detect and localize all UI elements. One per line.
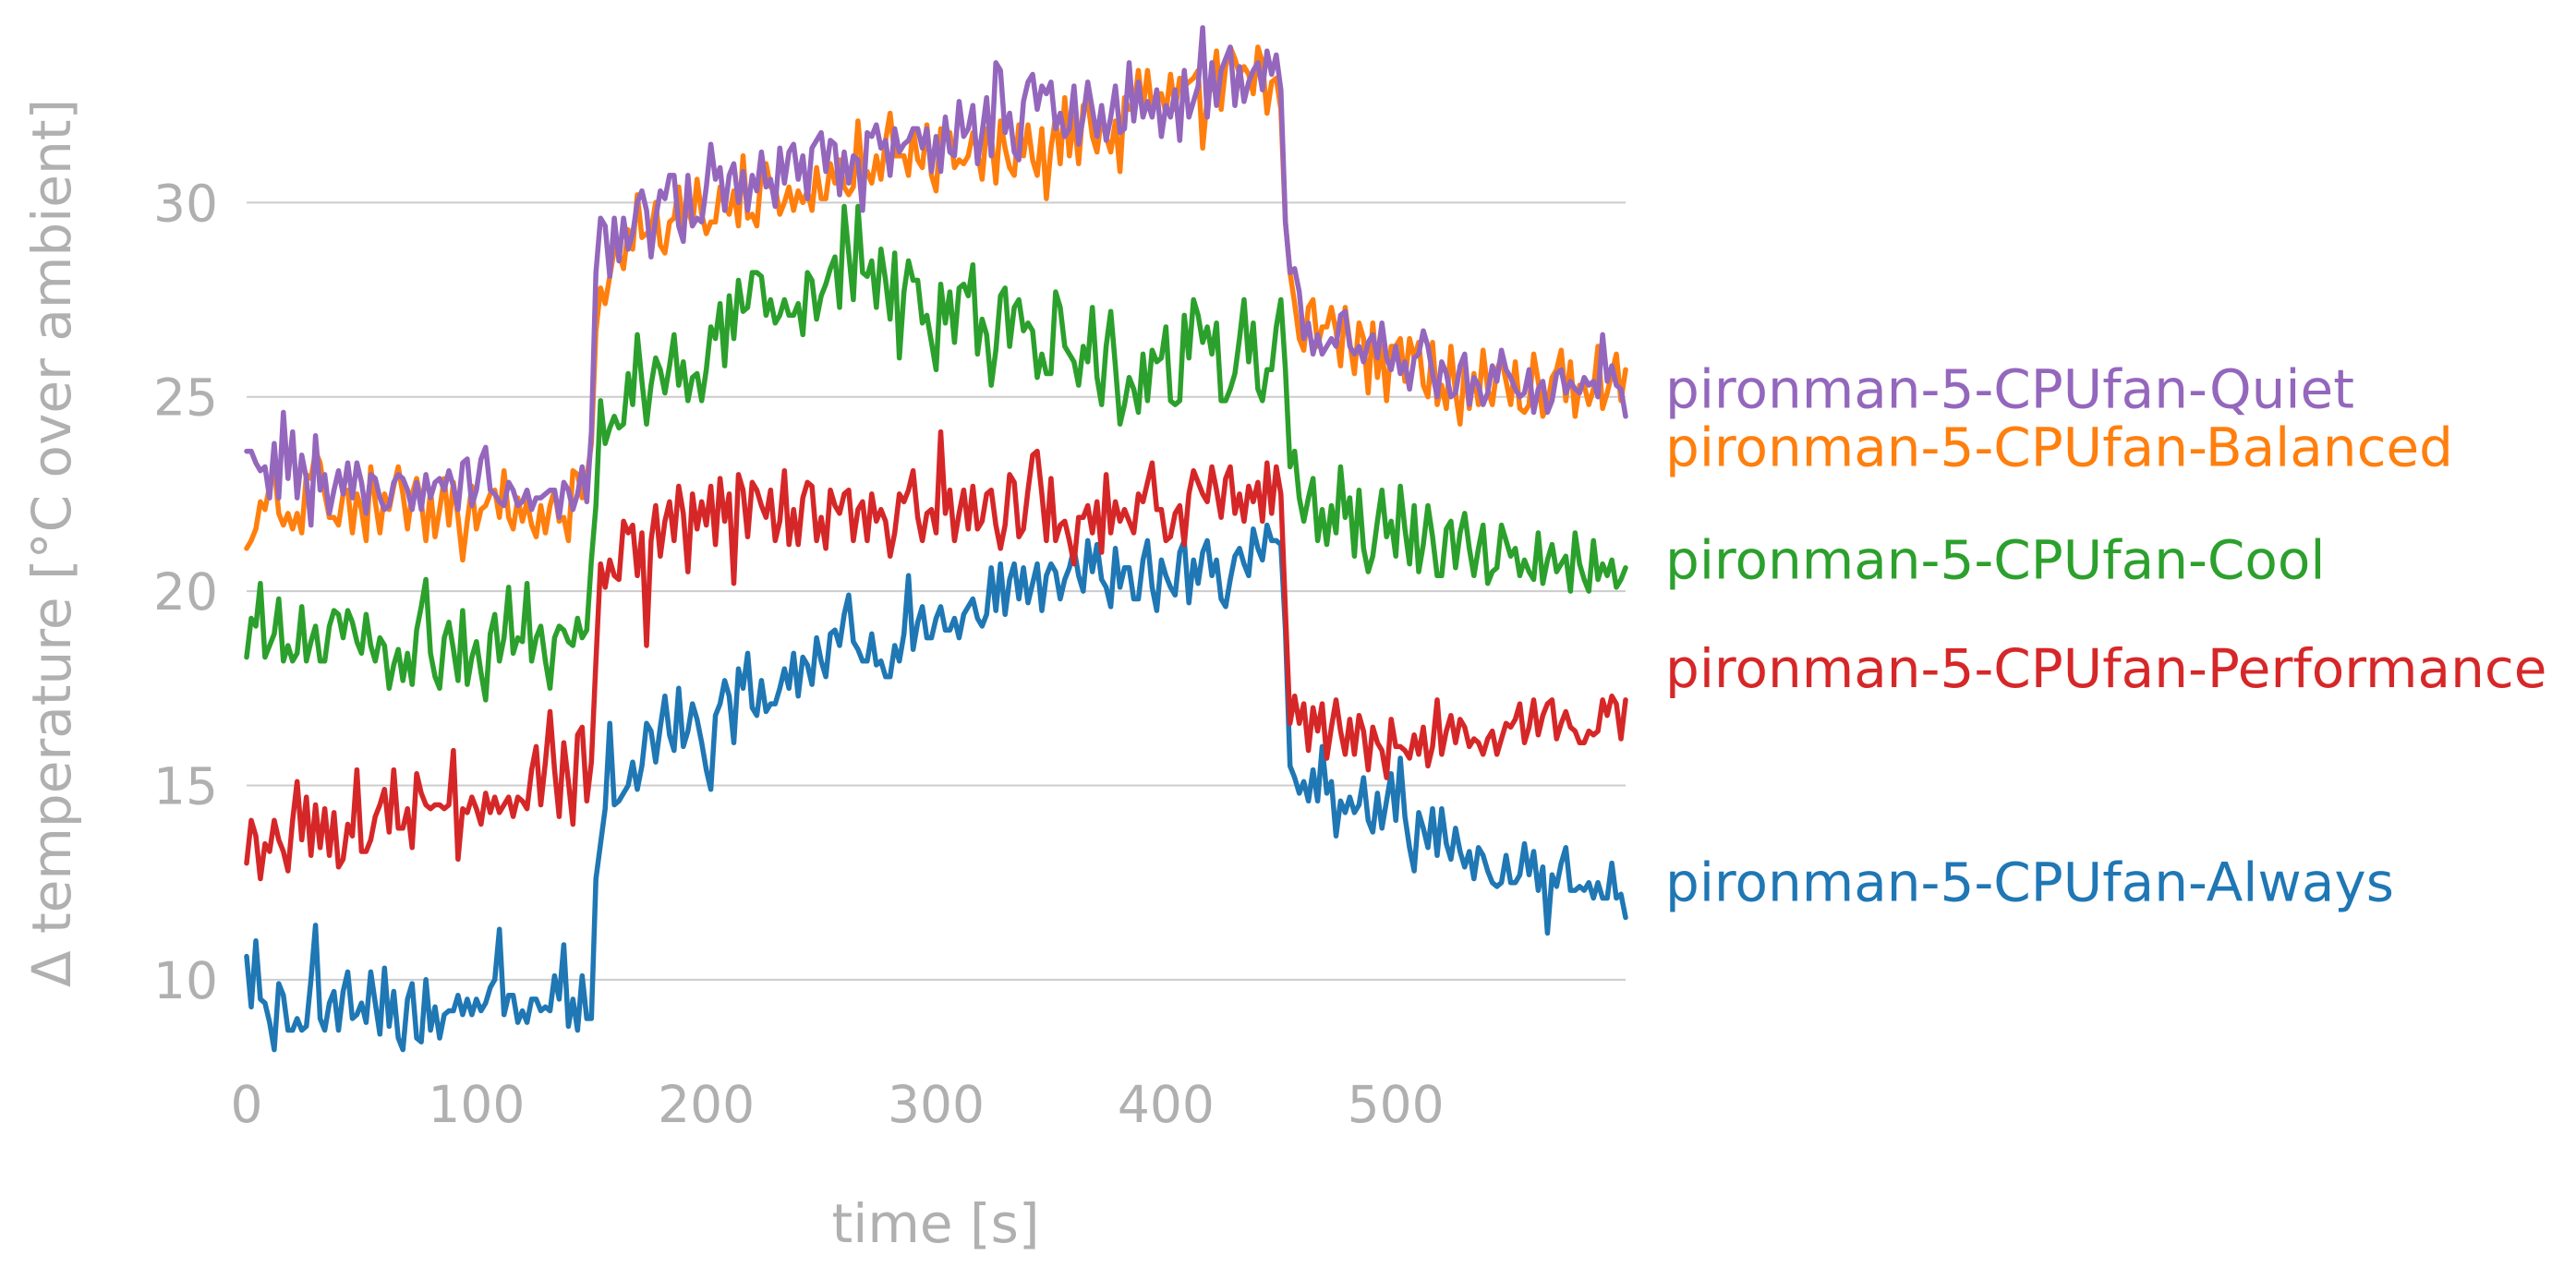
x-tick-label: 100	[428, 1075, 525, 1134]
series-line-0	[244, 522, 1628, 1053]
series-line-2	[244, 203, 1628, 703]
series-labels: pironman-5-CPUfan-Always pironman-5-CPUfa…	[1665, 357, 2546, 913]
series-label: pironman-5-CPUfan-Performance	[1665, 637, 2546, 700]
y-tick-label: 30	[153, 174, 218, 233]
x-tick-label: 200	[658, 1075, 755, 1134]
series-label: pironman-5-CPUfan-Always	[1665, 851, 2394, 914]
x-tick-label: 500	[1348, 1075, 1445, 1134]
series-label: pironman-5-CPUfan-Balanced	[1665, 416, 2453, 478]
series-label: pironman-5-CPUfan-Cool	[1665, 528, 2325, 591]
y-tick-label: 10	[153, 951, 218, 1010]
y-tick-label: 15	[153, 756, 218, 815]
series-label: pironman-5-CPUfan-Quiet	[1665, 357, 2354, 420]
x-axis-title: time [s]	[832, 1192, 1040, 1255]
series-line-4	[244, 25, 1628, 528]
x-tick-label: 0	[231, 1075, 263, 1134]
y-tick-label: 25	[153, 368, 218, 428]
gridlines	[247, 201, 1626, 981]
x-tick-label: 300	[888, 1075, 985, 1134]
x-tick-label: 400	[1118, 1075, 1215, 1134]
series-line-1	[244, 429, 1628, 882]
y-tick-label: 20	[153, 562, 218, 622]
y-axis-title: Δ temperature [°C over ambient]	[20, 99, 83, 987]
series-lines	[244, 25, 1628, 1053]
